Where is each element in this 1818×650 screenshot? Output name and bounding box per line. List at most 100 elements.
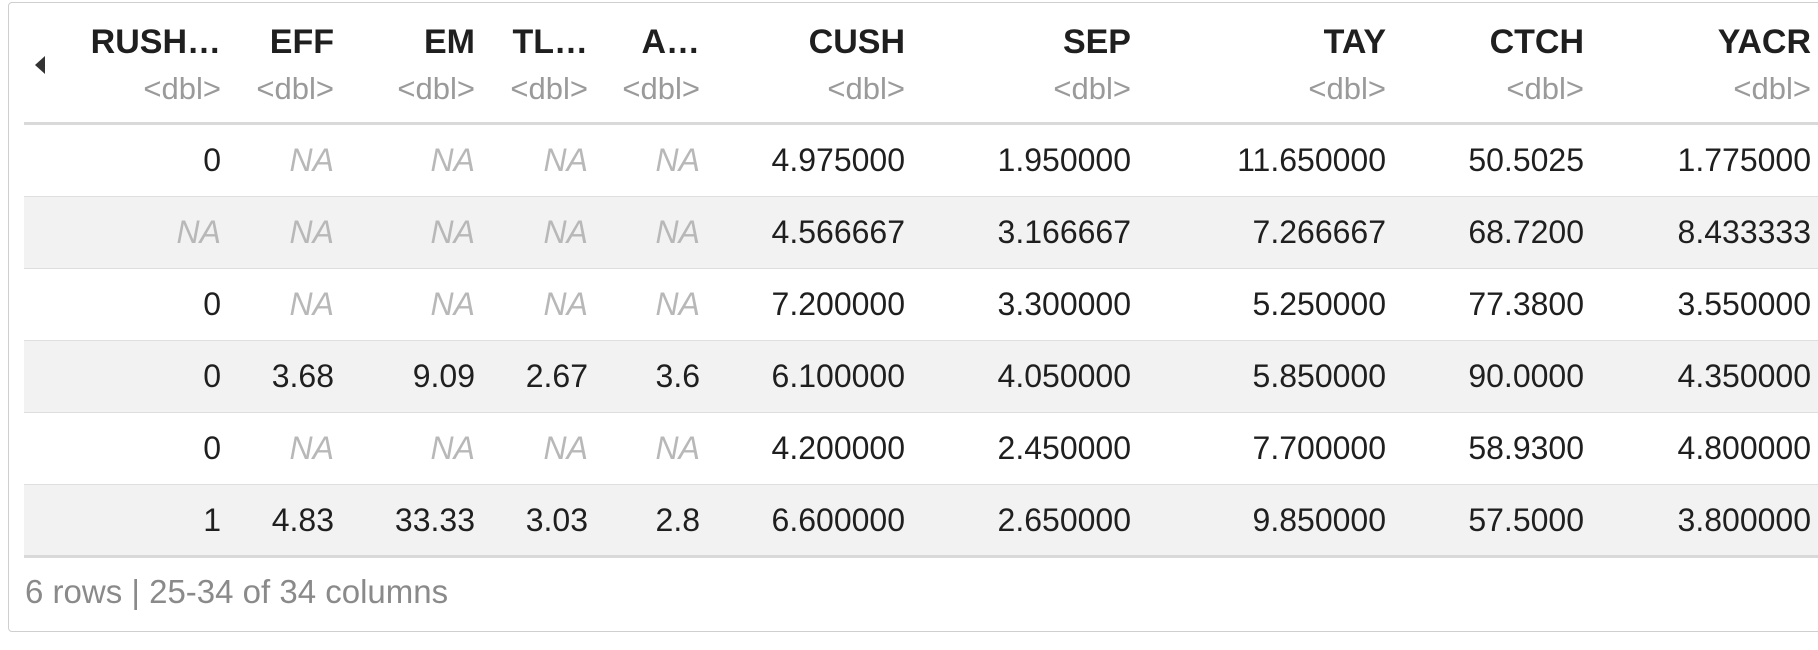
table-cell: NA [655, 430, 700, 466]
table-cell: 2.650000 [997, 501, 1131, 538]
table-cell: NA [655, 286, 700, 322]
table-cell: 4.975000 [771, 142, 905, 178]
column-name: YACR [1717, 22, 1811, 61]
table-cell: 5.850000 [1252, 358, 1386, 394]
column-name: SEP [1062, 22, 1131, 61]
column-header[interactable]: TL… <dbl> [483, 3, 596, 122]
column-header[interactable]: SEP <dbl> [913, 3, 1139, 122]
table-row: 0 NA NA NA NA 7.200000 3.300000 5.250000 77.3800… [24, 269, 1818, 341]
column-type: <dbl> [256, 70, 334, 106]
table-cell: 3.800000 [1677, 501, 1811, 538]
table-cell: NA [430, 430, 475, 466]
column-header[interactable]: RUSH… <dbl> [24, 3, 229, 122]
table-cell: 50.5025 [1468, 142, 1584, 178]
column-type: <dbl> [143, 70, 221, 106]
table-cell: 7.700000 [1252, 430, 1386, 466]
column-header[interactable]: YACR <dbl> [1592, 3, 1818, 122]
table-cell: NA [430, 214, 475, 250]
column-type: <dbl> [1506, 70, 1584, 106]
column-name: EM [424, 22, 475, 61]
column-name: RUSH… [90, 22, 221, 61]
table-cell: 68.7200 [1468, 214, 1584, 250]
table-row: 0 NA NA NA NA 4.975000 1.950000 11.650000 50.502… [24, 125, 1818, 197]
table-cell: 58.9300 [1468, 430, 1584, 466]
table-cell: NA [430, 142, 475, 178]
table-cell: NA [289, 214, 334, 250]
table-cell: 1 [203, 501, 221, 538]
column-header[interactable]: EM <dbl> [342, 3, 483, 122]
column-type: <dbl> [827, 70, 905, 106]
table-cell: NA [543, 214, 588, 250]
table-cell: 4.350000 [1677, 358, 1811, 394]
table-cell: 11.650000 [1237, 142, 1386, 178]
column-name: TAY [1323, 22, 1386, 61]
table-cell: 0 [203, 286, 221, 322]
table-cell: 1.775000 [1677, 142, 1811, 178]
column-header[interactable]: TAY <dbl> [1139, 3, 1394, 122]
column-type: <dbl> [1308, 70, 1386, 106]
table-cell: 0 [203, 430, 221, 466]
table-cell: 3.68 [271, 358, 334, 394]
column-name: TL… [512, 22, 588, 61]
table-cell: 7.200000 [771, 286, 905, 322]
table-cell: 3.166667 [997, 214, 1131, 250]
column-header[interactable]: CTCH <dbl> [1394, 3, 1592, 122]
column-name: CTCH [1489, 22, 1584, 61]
table-cell: 2.67 [525, 358, 588, 394]
table-cell: 4.050000 [997, 358, 1131, 394]
table-cell: NA [655, 214, 700, 250]
table-cell: 0 [203, 358, 221, 394]
table-row: 0 NA NA NA NA 4.200000 2.450000 7.700000 58.9300… [24, 413, 1818, 485]
table-cell: NA [430, 286, 475, 322]
table-cell: 4.83 [271, 501, 334, 538]
table-cell: 5.250000 [1252, 286, 1386, 322]
table-cell: NA [176, 214, 221, 250]
table-cell: 3.03 [525, 501, 588, 538]
data-table: RUSH… <dbl> EFF <dbl> EM <dbl> TL… <dbl>… [24, 3, 1818, 558]
table-cell: 6.600000 [771, 501, 905, 538]
table-cell: 4.566667 [771, 214, 905, 250]
column-type: <dbl> [622, 70, 700, 106]
table-cell: NA [289, 286, 334, 322]
column-type: <dbl> [397, 70, 475, 106]
table-row: NA NA NA NA NA 4.566667 3.166667 7.266667 68.720… [24, 197, 1818, 269]
table-cell: 3.300000 [997, 286, 1131, 322]
table-cell: NA [543, 142, 588, 178]
table-cell: 9.09 [412, 358, 475, 394]
table-body: 0 NA NA NA NA 4.975000 1.950000 11.650000 50.502… [24, 125, 1818, 558]
previous-columns-arrow-icon[interactable] [35, 56, 45, 74]
table-cell: NA [289, 430, 334, 466]
column-header[interactable]: EFF <dbl> [229, 3, 342, 122]
table-cell: NA [289, 142, 334, 178]
column-name: CUSH [808, 22, 905, 61]
table-cell: 1.950000 [997, 142, 1131, 178]
column-type: <dbl> [1733, 70, 1811, 106]
table-cell: NA [543, 430, 588, 466]
table-cell: 77.3800 [1468, 286, 1584, 322]
column-header[interactable]: A… <dbl> [596, 3, 708, 122]
table-cell: 2.8 [655, 501, 700, 538]
table-row: 1 4.83 33.33 3.03 2.8 6.600000 2.650000 9.85000… [24, 485, 1818, 558]
table-row: 0 3.68 9.09 2.67 3.6 6.100000 4.050000 5.850000… [24, 341, 1818, 413]
column-name: EFF [269, 22, 334, 61]
table-cell: 3.550000 [1677, 286, 1811, 322]
table-cell: 33.33 [394, 501, 475, 538]
table-summary: 6 rows | 25-34 of 34 columns [25, 573, 449, 610]
table-cell: 9.850000 [1252, 501, 1386, 538]
table-cell: 3.6 [655, 358, 700, 394]
table-header: RUSH… <dbl> EFF <dbl> EM <dbl> TL… <dbl>… [24, 3, 1818, 125]
column-type: <dbl> [1053, 70, 1131, 106]
table-cell: 90.0000 [1468, 358, 1584, 394]
table-cell: 6.100000 [771, 358, 905, 394]
table-cell: 7.266667 [1252, 214, 1386, 250]
table-cell: 4.200000 [771, 430, 905, 466]
table-cell: 2.450000 [997, 430, 1131, 466]
column-name: A… [641, 22, 700, 61]
table-cell: NA [655, 142, 700, 178]
column-header[interactable]: CUSH <dbl> [708, 3, 913, 122]
table-cell: 57.5000 [1468, 501, 1584, 538]
column-type: <dbl> [510, 70, 588, 106]
table-cell: 8.433333 [1677, 214, 1811, 250]
table-cell: 0 [203, 142, 221, 178]
table-cell: NA [543, 286, 588, 322]
